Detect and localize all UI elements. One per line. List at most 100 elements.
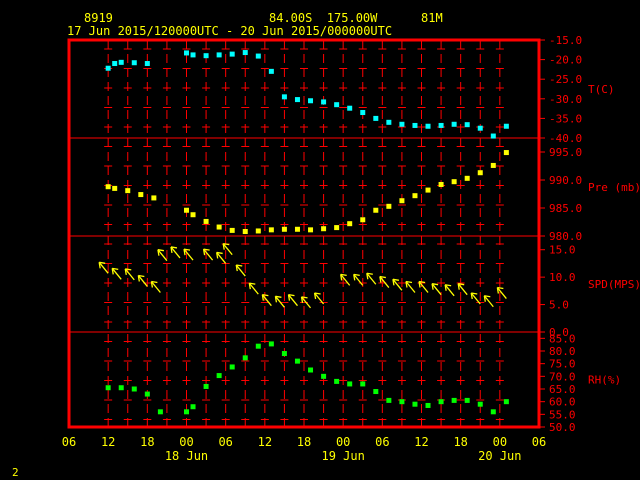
wind-arrow-head: [98, 262, 101, 269]
wind-arrow: [235, 264, 246, 277]
temp-point: [268, 68, 274, 74]
temp-point: [438, 122, 444, 128]
wind-arrow-head: [157, 249, 165, 252]
temp-point: [412, 122, 418, 128]
rh-point: [229, 364, 235, 370]
wind-arrow: [483, 295, 494, 308]
pres-point: [255, 228, 261, 234]
wind-arrow-head: [366, 272, 373, 275]
temp-point: [255, 53, 261, 59]
pres-point: [112, 185, 118, 191]
pres-point: [464, 175, 470, 181]
y-tick-label: 980.0: [549, 230, 582, 243]
rh-point: [144, 391, 150, 397]
wind-arrow: [157, 249, 168, 262]
y-tick-label: 10.0: [549, 271, 576, 284]
pres-point: [477, 170, 483, 176]
wind-arrow-head: [99, 261, 106, 264]
pres-point: [242, 229, 248, 235]
wind-arrow-head: [274, 296, 278, 303]
temp-point: [425, 123, 431, 129]
wind-arrow-head: [340, 274, 343, 281]
wind-arrow-head: [275, 295, 282, 298]
wind-arrow: [203, 248, 214, 261]
y-tick-label: 0.0: [549, 326, 569, 339]
pres-point: [373, 207, 379, 213]
wind-arrow: [287, 294, 298, 307]
pres-point: [184, 207, 189, 213]
temp-point: [464, 122, 470, 128]
wind-arrow-head: [418, 280, 426, 284]
pres-point: [190, 212, 196, 218]
wind-arrow-head: [353, 273, 360, 277]
wind-arrow: [496, 287, 507, 299]
wind-arrow: [470, 292, 481, 305]
wind-arrow-head: [111, 268, 114, 275]
wind-arrow-head: [497, 286, 504, 290]
wind-arrow-head: [496, 287, 500, 294]
pres-point: [490, 162, 496, 168]
rh-point: [118, 385, 124, 391]
temp-point: [190, 52, 196, 58]
x-day-label: 19 Jun: [321, 449, 364, 463]
pres-point: [503, 150, 509, 156]
temp-point: [360, 110, 366, 116]
pres-point: [105, 184, 111, 190]
x-tick-label: 00: [493, 435, 507, 449]
rh-point: [131, 386, 137, 392]
rh-point: [373, 389, 379, 395]
wind-arrow: [111, 267, 122, 280]
wind-arrow-head: [444, 284, 447, 291]
rh-point: [399, 399, 405, 405]
rh-point: [184, 409, 189, 415]
x-tick-label: 18: [453, 435, 467, 449]
wind-arrow: [457, 283, 468, 296]
rh-point: [503, 399, 509, 405]
wind-arrow: [170, 246, 181, 259]
y-tick-label: 65.0: [549, 383, 576, 396]
wind-arrow: [340, 273, 351, 286]
wind-arrow-head: [216, 251, 223, 255]
y-tick-label: 985.0: [549, 202, 582, 215]
wind-arrow-head: [223, 243, 230, 246]
wind-arrow: [261, 294, 272, 307]
rh-point: [412, 401, 418, 407]
rh-point: [268, 341, 274, 347]
temp-point: [242, 50, 248, 56]
temp-point: [399, 121, 405, 127]
rh-point: [242, 355, 248, 361]
y-tick-label: 50.0: [549, 421, 576, 434]
rh-point: [360, 381, 366, 387]
temp-point: [112, 61, 118, 67]
x-tick-label: 12: [414, 435, 428, 449]
pres-point: [281, 226, 287, 232]
rh-point: [294, 358, 300, 364]
rh-point: [451, 397, 457, 403]
panel-label-wind: SPD(MPS): [588, 278, 640, 291]
wind-arrow-head: [287, 294, 291, 301]
wind-arrow: [248, 282, 259, 295]
wind-arrow-head: [288, 294, 295, 297]
wind-arrow-head: [124, 268, 127, 275]
rh-point: [308, 367, 314, 373]
corner-label: 2: [12, 466, 19, 479]
y-tick-label: 5.0: [549, 299, 569, 312]
temp-point: [294, 97, 300, 103]
temp-point: [308, 98, 314, 104]
y-tick-label: -20.0: [549, 54, 582, 67]
wind-arrow-head: [151, 280, 158, 284]
time-range: 17 Jun 2015/120000UTC - 20 Jun 2015/0000…: [67, 24, 393, 38]
wind-arrow-head: [379, 276, 382, 283]
wind-arrow-head: [484, 295, 491, 298]
wind-arrow-head: [457, 283, 460, 290]
wind-arrow: [137, 275, 148, 287]
wind-arrow: [444, 284, 455, 297]
temp-point: [373, 115, 379, 121]
rh-point: [157, 409, 163, 415]
wind-arrow-head: [248, 283, 251, 290]
wind-arrow-head: [366, 273, 369, 280]
temp-point: [184, 50, 189, 56]
wind-arrow-head: [150, 281, 154, 288]
temp-point: [216, 52, 222, 58]
